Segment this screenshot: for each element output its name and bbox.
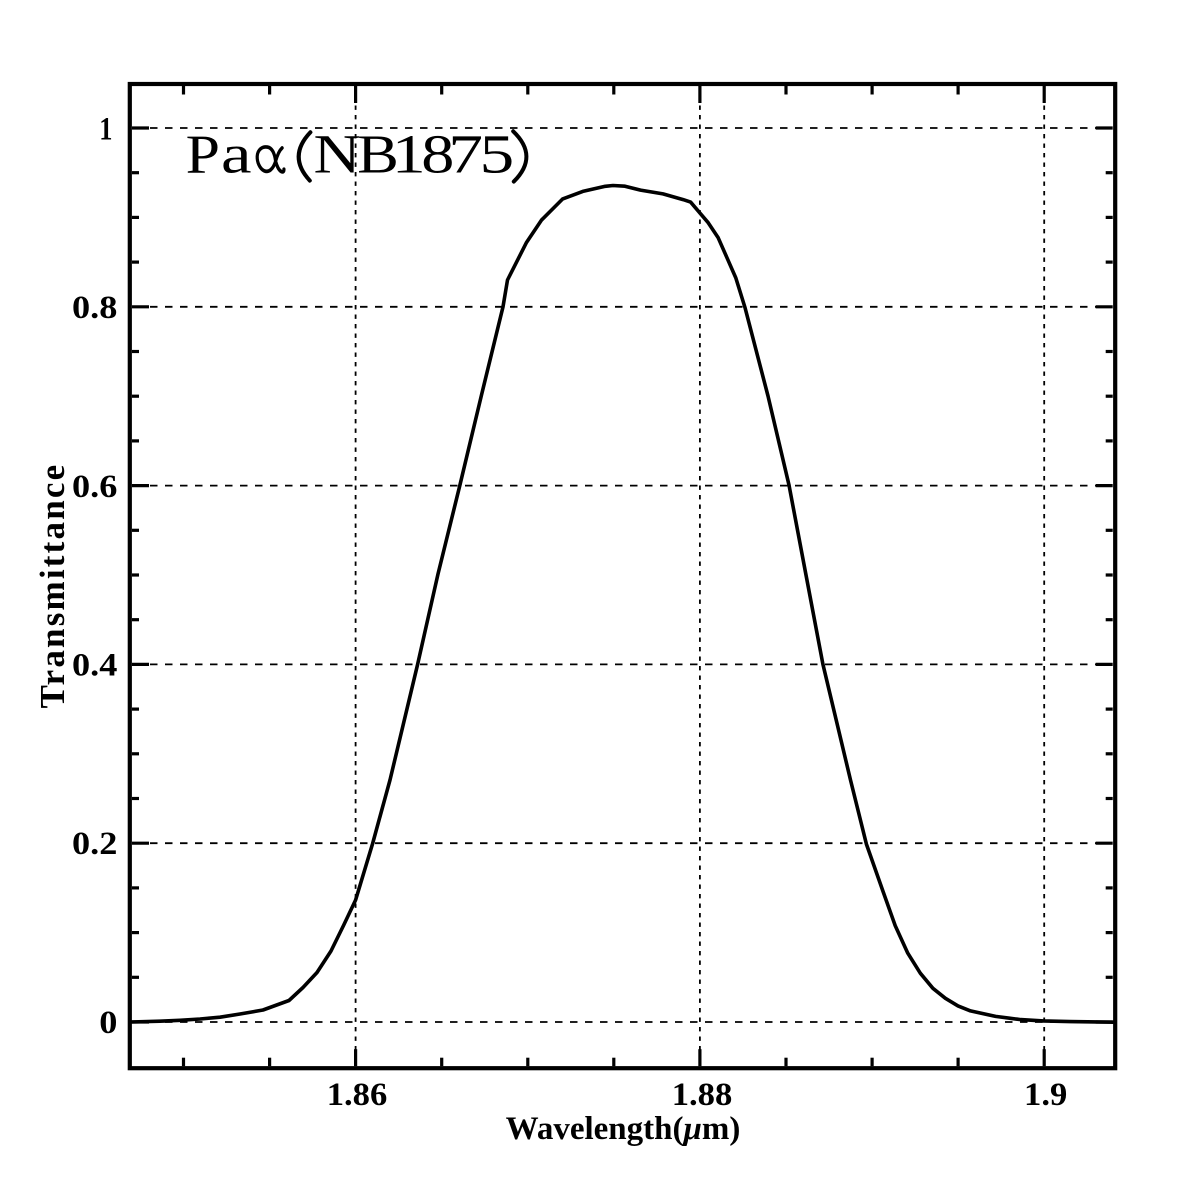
svg-text:N: N	[314, 124, 361, 185]
svg-text:0: 0	[99, 1003, 117, 1040]
svg-text:1.88: 1.88	[672, 1077, 733, 1113]
svg-text:1.9: 1.9	[1024, 1077, 1067, 1113]
svg-text:B: B	[357, 124, 399, 185]
svg-text:Wavelength(μm): Wavelength(μm)	[506, 1111, 741, 1147]
svg-text:P: P	[186, 124, 220, 185]
svg-text:0.4: 0.4	[72, 646, 117, 683]
svg-text:0.2: 0.2	[72, 825, 117, 862]
svg-text:Transmittance: Transmittance	[33, 463, 72, 709]
svg-text:5: 5	[480, 123, 515, 184]
svg-text:a: a	[221, 125, 252, 185]
svg-text:1: 1	[392, 124, 426, 184]
svg-text:1: 1	[99, 111, 112, 147]
svg-text:1.86: 1.86	[327, 1077, 388, 1113]
svg-text:0.8: 0.8	[72, 289, 117, 326]
svg-text:7: 7	[448, 123, 483, 184]
svg-text:0.6: 0.6	[72, 468, 117, 505]
svg-text:8: 8	[421, 125, 454, 186]
